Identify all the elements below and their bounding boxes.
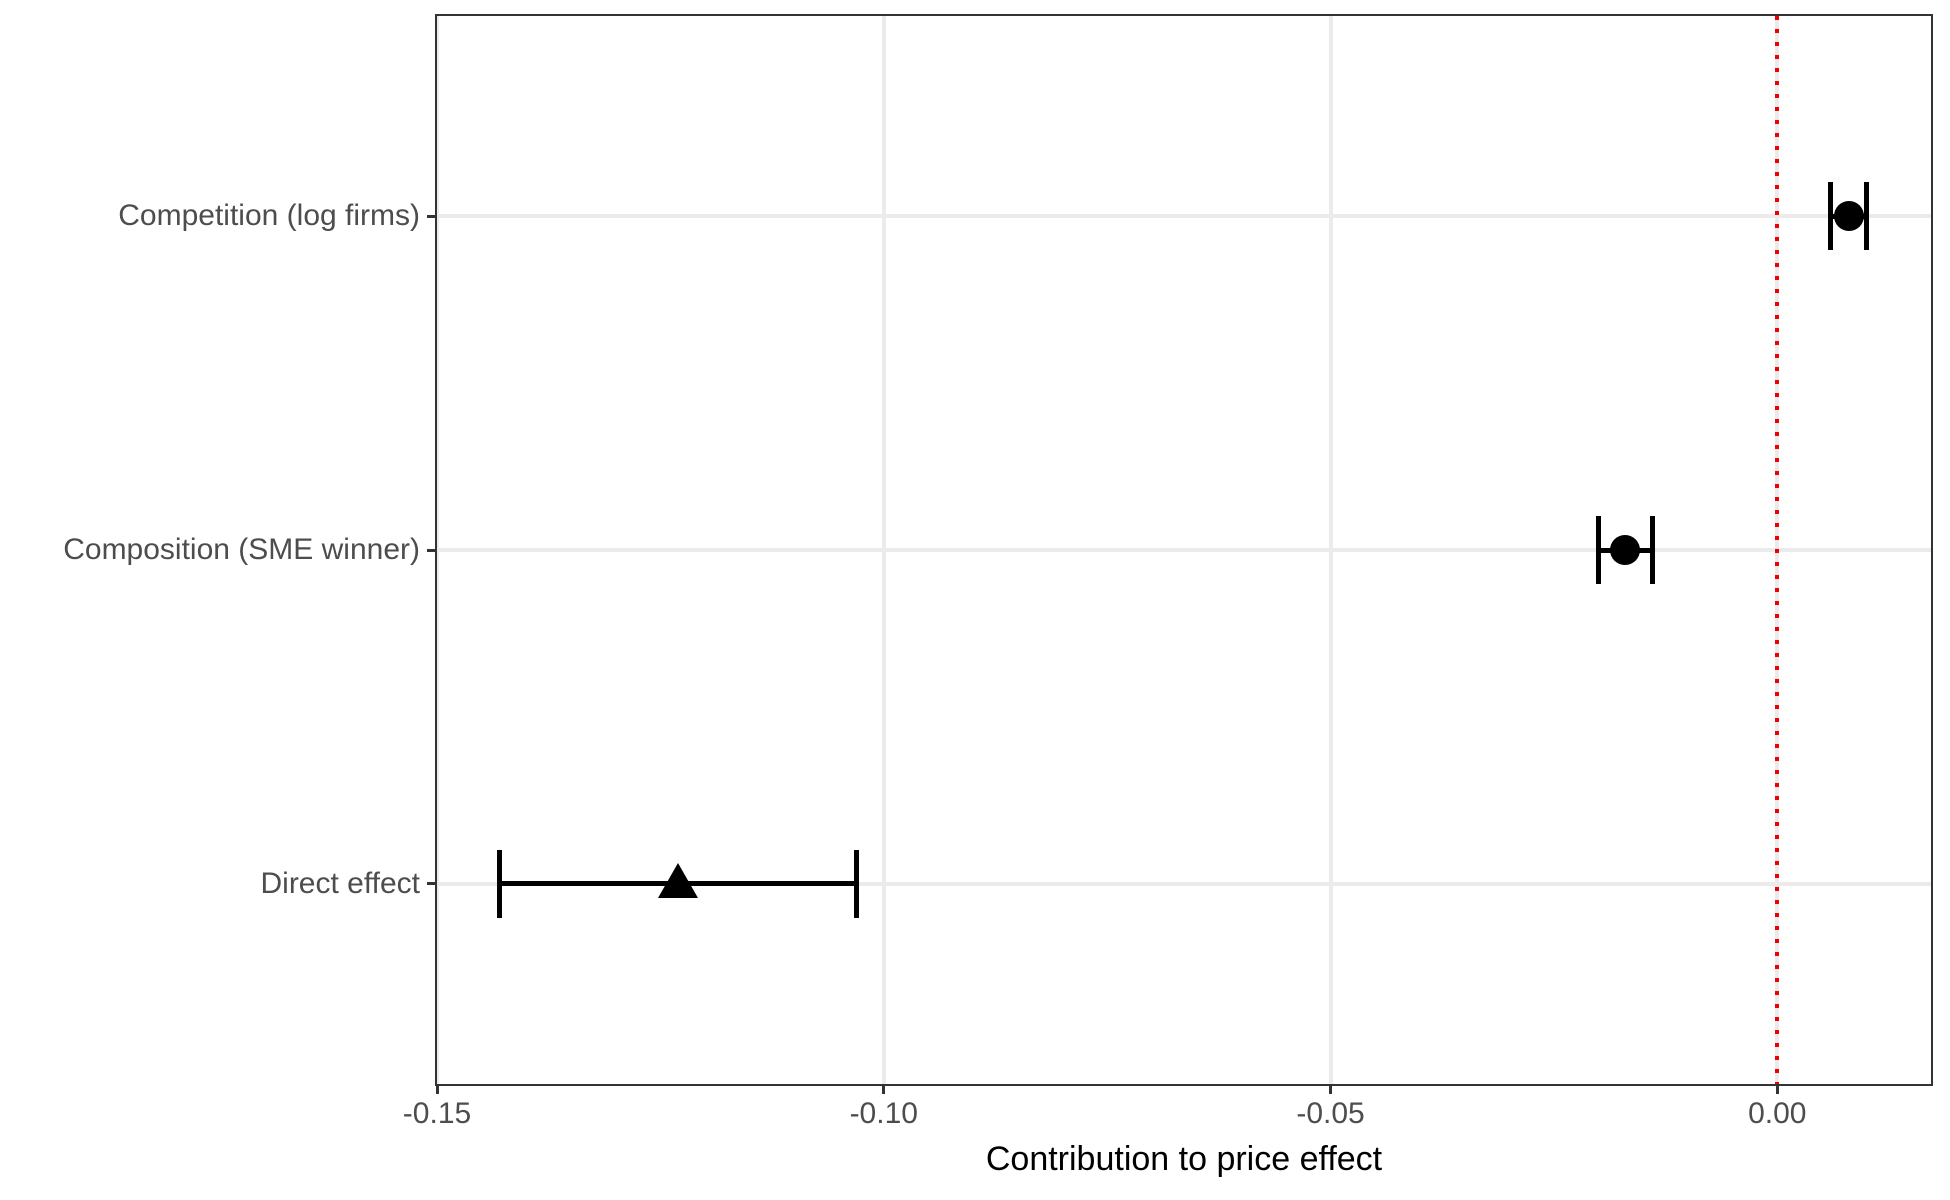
error-bar-cap-right <box>1649 516 1655 584</box>
error-bar-cap-right <box>854 849 860 918</box>
y-axis-tick-label: Composition (SME winner) <box>63 533 420 566</box>
x-axis-tick-label: -0.15 <box>402 1097 472 1130</box>
x-axis-tick <box>1329 1084 1333 1094</box>
error-bar-cap-left <box>497 849 503 918</box>
y-axis-tick <box>427 548 437 552</box>
error-bar-cap-right <box>1864 182 1870 251</box>
gridline-horizontal <box>437 214 1931 219</box>
zero-reference-line <box>1775 16 1780 1084</box>
gridline-vertical <box>435 16 439 1084</box>
gridline-vertical <box>881 16 886 1084</box>
y-axis-tick <box>427 882 437 886</box>
x-axis-tick-label: 0.00 <box>1748 1097 1807 1130</box>
gridline-horizontal <box>437 881 1931 886</box>
y-axis-tick <box>427 214 437 218</box>
error-bar-cap-left <box>1828 182 1834 251</box>
x-axis-tick-label: -0.05 <box>1296 1097 1365 1130</box>
x-axis-tick <box>882 1084 886 1094</box>
x-axis-tick-label: -0.10 <box>849 1097 918 1130</box>
x-axis-title: Contribution to price effect <box>985 1140 1383 1178</box>
point-marker-circle <box>1833 201 1864 232</box>
error-bar-cap-left <box>1596 516 1602 584</box>
point-marker-triangle <box>658 862 699 898</box>
x-axis-tick <box>435 1084 439 1094</box>
gridline-vertical <box>1328 16 1333 1084</box>
y-axis-tick-label: Competition (log firms) <box>118 199 420 233</box>
point-marker-circle <box>1610 535 1641 565</box>
gridline-horizontal <box>437 548 1931 552</box>
y-axis-tick-label: Direct effect <box>260 866 420 900</box>
x-axis-tick <box>1775 1084 1779 1094</box>
